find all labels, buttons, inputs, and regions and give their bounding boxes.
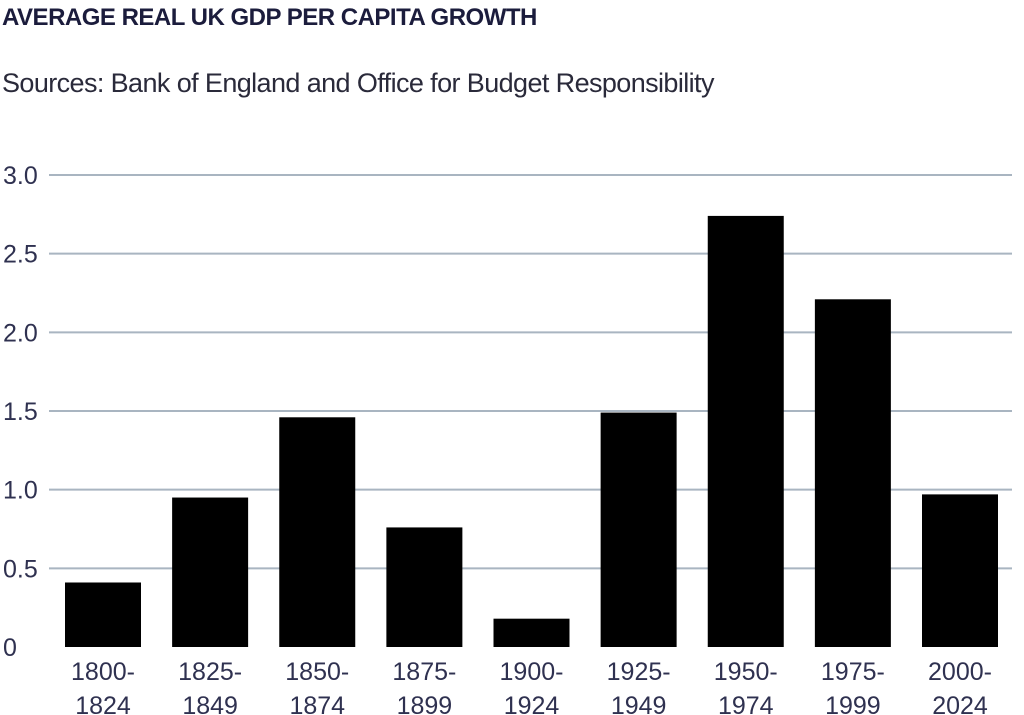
y-tick-label: 1.5	[3, 398, 38, 426]
x-tick-label: 1800-1824	[71, 658, 135, 715]
bars	[65, 215, 998, 647]
x-tick-label: 1825-1849	[178, 658, 242, 715]
y-tick-label: 1.0	[3, 477, 38, 505]
y-tick-label: 2.0	[3, 319, 38, 347]
x-tick-label: 1950-1974	[714, 658, 778, 715]
x-tick-label: 1900-1924	[500, 658, 564, 715]
bar-1975-1999	[814, 299, 891, 647]
bar-1950-1974	[707, 215, 784, 647]
chart-subtitle: Sources: Bank of England and Office for …	[2, 68, 714, 98]
x-tick-label: 1875-1899	[392, 658, 456, 715]
x-tick-label: 1925-1949	[607, 658, 671, 715]
y-tick-label: 3.0	[3, 162, 38, 190]
bar-1875-1899	[386, 527, 463, 647]
chart-title: AVERAGE REAL UK GDP PER CAPITA GROWTH	[2, 4, 537, 31]
bar-1925-1949	[600, 412, 677, 647]
x-tick-label: 1975-1999	[821, 658, 885, 715]
x-tick-label: 2000-2024	[928, 658, 992, 715]
y-tick-label: 0.5	[3, 555, 38, 583]
bar-1825-1849	[172, 497, 249, 647]
bar-2000-2024	[922, 494, 998, 647]
y-tick-label: 2.5	[3, 241, 38, 269]
bar-1850-1874	[279, 417, 356, 647]
x-tick-label: 1850-1874	[285, 658, 349, 715]
x-axis-ticks: 1800-1824 1825-1849 1850-1874 1875-1899 1900…	[71, 658, 992, 715]
y-axis-ticks: 0 0.5 1.0 1.5 2.0 2.5 3.0	[3, 162, 38, 662]
y-tick-label: 0	[3, 634, 17, 662]
bar-1800-1824	[65, 582, 141, 647]
bar-1900-1924	[493, 618, 570, 647]
